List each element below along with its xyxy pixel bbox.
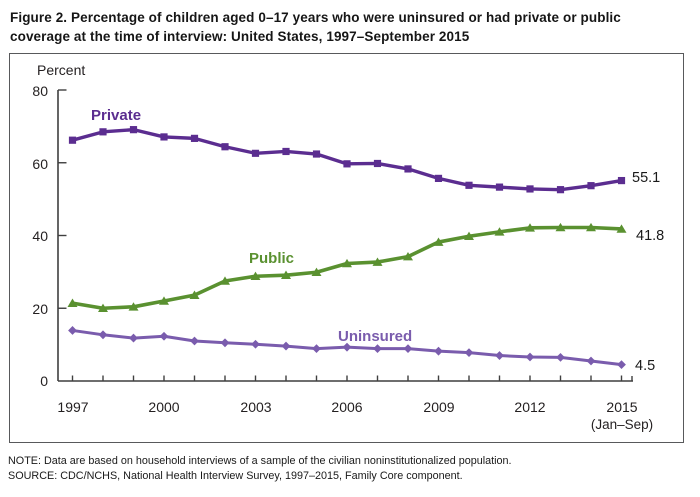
series-marker-triangle-public [311, 267, 322, 277]
series-marker-triangle-public [250, 271, 261, 281]
x-tick-2006: 2006 [331, 399, 363, 415]
series-marker-square-private [587, 182, 595, 190]
series-marker-triangle-public [159, 296, 169, 305]
x-tick-1997: 1997 [57, 399, 89, 415]
series-marker-diamond-uninsured [403, 344, 413, 354]
series-marker-triangle-public [67, 298, 78, 307]
series-marker-square-private [221, 143, 229, 151]
series-marker-triangle-public [220, 276, 230, 285]
series-marker-diamond-uninsured [312, 344, 321, 354]
series-marker-triangle-public [525, 223, 535, 232]
series-marker-triangle-public [403, 251, 413, 261]
footer-notes: NOTE: Data are based on household interv… [8, 454, 512, 483]
x-tick-2012: 2012 [514, 399, 546, 415]
source-line: SOURCE: CDC/NCHS, National Health Interv… [8, 469, 463, 482]
series-marker-square-private [343, 160, 351, 168]
series-marker-diamond-uninsured [98, 330, 108, 340]
x-tick-2015: 2015 [606, 399, 638, 415]
end-value-private: 55.1 [632, 170, 661, 186]
series-marker-square-private [129, 126, 138, 134]
series-label-private: Private [91, 107, 142, 124]
series-marker-diamond-uninsured [586, 356, 596, 366]
series-marker-triangle-public [98, 303, 108, 313]
series-marker-square-private [404, 165, 412, 173]
series-marker-square-private [556, 186, 565, 194]
series-marker-square-private [282, 147, 290, 156]
series-marker-square-private [160, 133, 168, 141]
series-marker-diamond-uninsured [190, 336, 199, 346]
series-marker-triangle-public [464, 231, 474, 241]
series-marker-square-private [68, 136, 77, 144]
series-marker-square-private [434, 174, 443, 182]
series-marker-diamond-uninsured [464, 348, 474, 358]
end-value-public: 41.8 [636, 228, 665, 244]
series-marker-triangle-public [189, 290, 200, 299]
series-marker-triangle-public [372, 257, 383, 266]
series-marker-triangle-public [494, 227, 505, 236]
series-marker-square-private [251, 149, 260, 157]
y-axis-title: Percent [37, 62, 86, 78]
end-value-uninsured: 4.5 [635, 358, 656, 374]
series-marker-diamond-uninsured [251, 339, 260, 349]
series-marker-square-private [190, 134, 199, 142]
y-tick-20: 20 [32, 301, 48, 317]
y-tick-40: 40 [32, 228, 48, 244]
series-marker-diamond-uninsured [159, 331, 169, 341]
series-marker-diamond-uninsured [495, 351, 504, 360]
figure-title-line1: Figure 2. Percentage of children aged 0–… [10, 10, 621, 25]
figure-title: Figure 2. Percentage of children aged 0–… [10, 8, 695, 46]
x-tick-2000: 2000 [148, 399, 180, 415]
figure-title-line2: coverage at the time of interview: Unite… [10, 29, 470, 44]
series-marker-diamond-uninsured [556, 352, 565, 362]
series-marker-square-private [312, 150, 321, 158]
series-line-private [70, 127, 624, 192]
series-marker-triangle-public [433, 237, 444, 246]
series-marker-diamond-uninsured [434, 346, 443, 356]
note-line: NOTE: Data are based on household interv… [8, 455, 512, 467]
series-marker-triangle-public [586, 222, 596, 232]
series-marker-diamond-uninsured [342, 342, 352, 352]
x-tick-2009: 2009 [423, 399, 455, 415]
series-marker-triangle-public [555, 222, 566, 232]
x-tick-2015-sublabel: (Jan–Sep) [590, 417, 654, 432]
y-tick-80: 80 [32, 83, 48, 99]
y-tick-0: 0 [40, 373, 48, 389]
series-marker-diamond-uninsured [373, 344, 382, 354]
series-marker-square-private [495, 183, 504, 191]
series-marker-square-private [465, 181, 473, 189]
series-marker-diamond-uninsured [525, 352, 535, 362]
series-marker-square-private [526, 185, 534, 193]
x-tick-2003: 2003 [240, 399, 272, 415]
series-marker-square-private [617, 176, 626, 185]
series-marker-diamond-uninsured [281, 341, 291, 351]
series-marker-diamond-uninsured [617, 360, 626, 370]
series-line-public [70, 225, 624, 311]
series-marker-diamond-uninsured [129, 333, 138, 343]
series-marker-triangle-public [128, 302, 139, 311]
series-marker-diamond-uninsured [68, 326, 77, 335]
series-marker-triangle-public [342, 258, 352, 268]
series-label-uninsured: Uninsured [338, 328, 413, 345]
y-tick-60: 60 [32, 156, 48, 172]
series-marker-diamond-uninsured [220, 338, 230, 348]
series-marker-triangle-public [616, 224, 627, 233]
series-marker-square-private [99, 128, 107, 136]
series-marker-square-private [373, 159, 382, 168]
series-marker-triangle-public [281, 270, 291, 279]
series-label-public: Public [249, 250, 295, 267]
